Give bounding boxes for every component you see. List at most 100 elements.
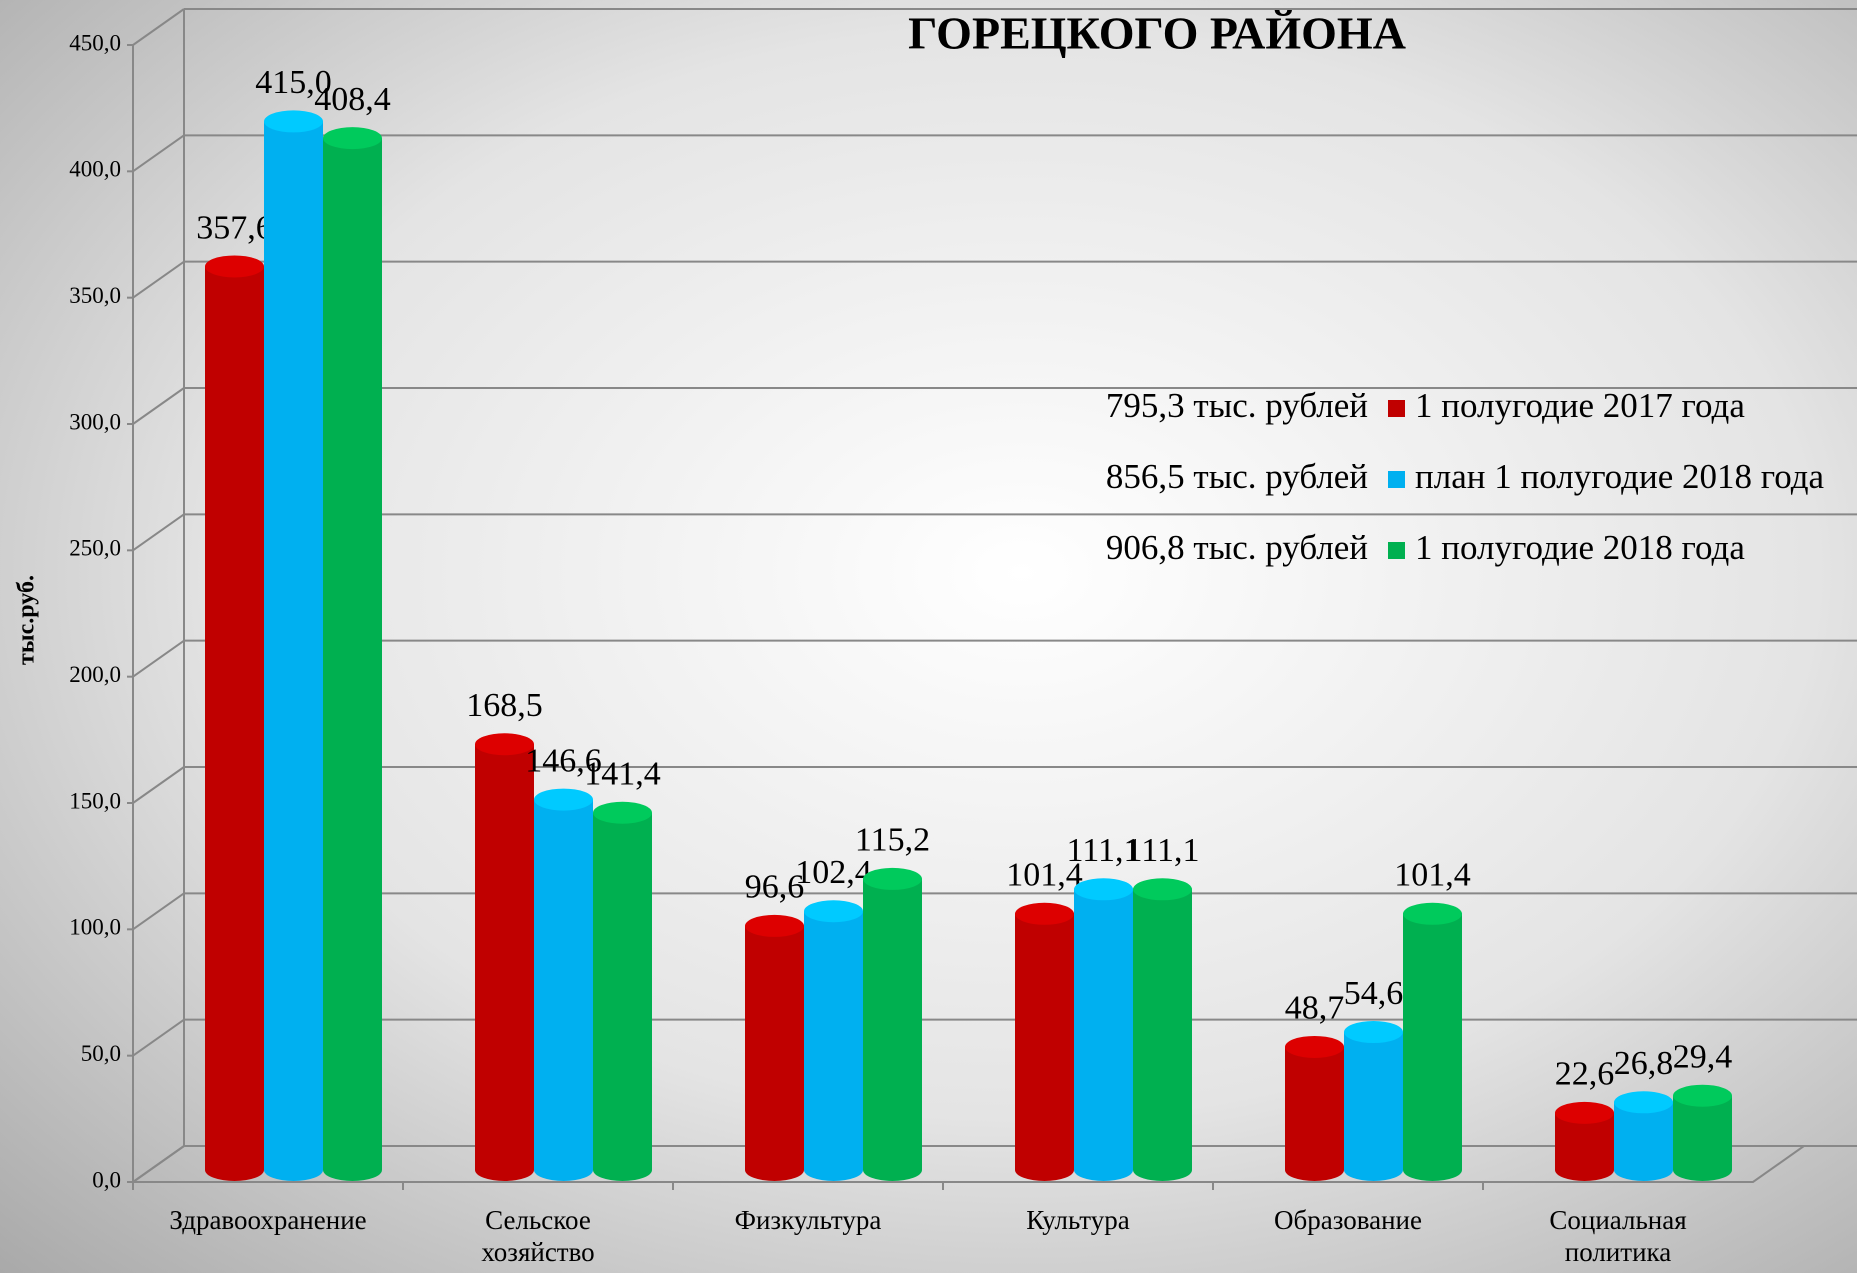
data-label: 29,4	[1673, 1039, 1733, 1076]
legend-swatch	[1388, 471, 1405, 488]
legend-label: план 1 полугодие 2018 года	[1415, 457, 1825, 496]
y-tick-label: 450,0	[69, 30, 121, 55]
bar-bottom	[205, 1159, 264, 1181]
bar-bottom	[1344, 1159, 1403, 1181]
bar-top	[1285, 1035, 1344, 1058]
bar-body	[1403, 913, 1462, 1170]
bar-top	[1344, 1021, 1403, 1044]
bar-bottom	[1673, 1159, 1732, 1181]
bar-bottom	[863, 1159, 922, 1181]
bar	[1614, 1091, 1673, 1181]
data-label: 22,6	[1555, 1056, 1615, 1093]
bar-bottom	[534, 1159, 593, 1181]
y-tick-label: 350,0	[69, 283, 121, 308]
bar-top	[205, 255, 264, 278]
y-axis-label: тыс.руб.	[14, 575, 40, 665]
bar-bottom	[1555, 1159, 1614, 1181]
bar-top	[475, 733, 534, 756]
bar-body	[323, 138, 382, 1170]
bar-bottom	[804, 1159, 863, 1181]
bar-body	[1614, 1102, 1673, 1170]
bar	[1344, 1021, 1403, 1181]
bar-body	[534, 799, 593, 1170]
data-label: 111,1	[1067, 832, 1141, 869]
bar-body	[1074, 889, 1133, 1170]
bar-body	[593, 812, 652, 1170]
bar-bottom	[593, 1159, 652, 1181]
legend-note: 906,8 тыс. рублей	[1106, 528, 1368, 567]
grid-line-side	[132, 1018, 185, 1057]
x-tick-label: Сельское хозяйство	[481, 1205, 595, 1267]
bar	[323, 127, 382, 1181]
bar	[1133, 878, 1192, 1181]
data-label: 115,2	[855, 822, 930, 859]
bar-bottom	[1015, 1159, 1074, 1181]
bar-top	[1074, 878, 1133, 901]
legend-label: 1 полугодие 2018 года	[1415, 528, 1745, 567]
legend-swatch	[1388, 400, 1405, 417]
x-tick-label: Образование	[1274, 1205, 1422, 1235]
bar	[1673, 1084, 1732, 1181]
bar	[1403, 902, 1462, 1181]
bar-body	[1133, 889, 1192, 1170]
bar-top	[1403, 902, 1462, 925]
bar	[1285, 1035, 1344, 1181]
bar-top	[593, 801, 652, 824]
bar-body	[475, 744, 534, 1170]
data-label: 168,5	[466, 687, 543, 724]
legend-note: 856,5 тыс. рублей	[1106, 457, 1368, 496]
grid-line-side	[132, 134, 185, 173]
bar-top	[323, 127, 382, 150]
bar-body	[1344, 1032, 1403, 1170]
y-tick-label: 100,0	[69, 915, 121, 940]
data-label: 146,6	[525, 742, 602, 779]
floor	[129, 1145, 1808, 1183]
bar-top	[1133, 878, 1192, 901]
bar-body	[205, 266, 264, 1170]
bar-top	[1555, 1101, 1614, 1124]
grid-line-side	[132, 766, 185, 804]
bar-top	[534, 788, 593, 811]
data-label: 141,4	[584, 756, 661, 793]
bar-bottom	[1403, 1159, 1462, 1181]
y-tick-label: 250,0	[69, 536, 121, 561]
grid-line-side	[132, 8, 185, 46]
data-label: 48,7	[1285, 990, 1345, 1027]
grid-line-side	[132, 639, 185, 678]
grid-line-side	[132, 892, 185, 931]
bar	[205, 255, 264, 1181]
bar-top	[264, 110, 323, 133]
legend-note: 795,3 тыс. рублей	[1106, 386, 1368, 425]
grid-line-side	[132, 513, 185, 552]
grid-line-side	[132, 260, 185, 299]
bar	[804, 900, 863, 1181]
bar	[863, 867, 922, 1181]
bar-top	[745, 914, 804, 937]
bar-bottom	[1285, 1159, 1344, 1181]
chart-title: ГОРЕЦКОГО РАЙОНА	[908, 8, 1406, 59]
y-tick-label: 300,0	[69, 409, 121, 434]
bar-bottom	[264, 1159, 323, 1181]
bar	[475, 733, 534, 1181]
x-tick-label: Физкультура	[734, 1205, 882, 1235]
bar	[534, 788, 593, 1181]
bar-top	[863, 867, 922, 890]
bar-bottom	[475, 1159, 534, 1181]
legend-label: 1 полугодие 2017 года	[1415, 386, 1745, 425]
x-tick-label: Культура	[1026, 1205, 1130, 1235]
bar-body	[264, 121, 323, 1170]
bar-bottom	[1133, 1159, 1192, 1181]
data-label: 102,4	[795, 854, 872, 891]
x-tick-label: Здравоохранение	[169, 1205, 367, 1235]
data-label: 54,6	[1344, 975, 1404, 1012]
bar	[745, 914, 804, 1181]
bar-body	[745, 925, 804, 1170]
bar-top	[1015, 902, 1074, 925]
bar-body	[863, 878, 922, 1170]
bar-bottom	[323, 1159, 382, 1181]
y-tick-label: 0,0	[92, 1167, 121, 1192]
y-tick-label: 50,0	[81, 1041, 121, 1066]
bar-top	[1673, 1084, 1732, 1107]
